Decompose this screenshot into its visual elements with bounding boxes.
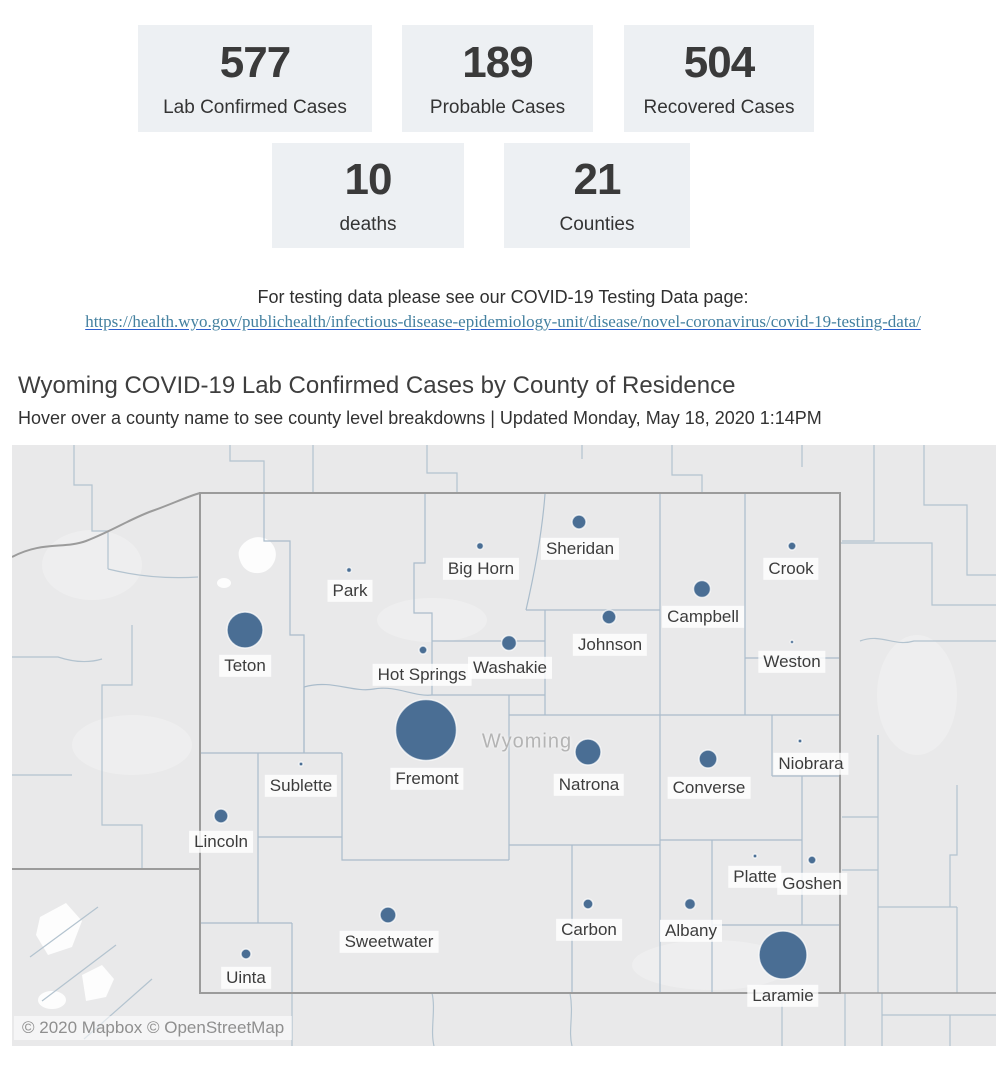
county-label-lincoln[interactable]: Lincoln [189, 830, 253, 854]
county-label-campbell[interactable]: Campbell [662, 605, 744, 629]
county-label-hot-springs[interactable]: Hot Springs [372, 663, 472, 687]
stat-card-recovered: 504 Recovered Cases [624, 25, 814, 132]
county-label-crook[interactable]: Crook [763, 557, 819, 581]
county-circle-niobrara[interactable] [797, 738, 803, 744]
stat-value: 577 [219, 37, 291, 87]
map-subtitle: Hover over a county name to see county l… [18, 408, 822, 428]
county-circle-natrona[interactable] [574, 738, 602, 766]
county-circle-sheridan[interactable] [571, 514, 587, 530]
county-label-park[interactable]: Park [327, 579, 373, 603]
county-circle-lincoln[interactable] [213, 808, 229, 824]
county-circle-platte[interactable] [752, 853, 758, 859]
case-circles [213, 514, 817, 980]
county-label-sublette[interactable]: Sublette [264, 774, 338, 798]
county-label-big-horn[interactable]: Big Horn [442, 557, 520, 581]
county-circle-weston[interactable] [789, 639, 795, 645]
county-circle-carbon[interactable] [582, 898, 594, 910]
county-label-weston[interactable]: Weston [758, 650, 826, 674]
stat-card-counties: 21 Counties [504, 143, 690, 248]
testing-note-text: For testing data please see our COVID-19… [257, 287, 749, 307]
county-circle-crook[interactable] [787, 541, 797, 551]
stat-card-deaths: 10 deaths [272, 143, 464, 248]
stat-value: 189 [462, 37, 533, 87]
stat-label: Counties [559, 213, 635, 235]
county-label-platte[interactable]: Platte [728, 865, 782, 889]
symbol-map[interactable]: Wyoming Park Big Horn Sheridan Crook Campbel… [12, 445, 996, 1046]
county-label-uinta[interactable]: Uinta [221, 966, 271, 990]
stat-value: 21 [573, 154, 622, 204]
map-attribution[interactable]: © 2020 Mapbox © OpenStreetMap [14, 1016, 293, 1040]
county-label-niobrara[interactable]: Niobrara [773, 752, 849, 776]
stat-label: Probable Cases [429, 96, 566, 118]
county-label-sheridan[interactable]: Sheridan [540, 537, 620, 561]
county-label-sweetwater[interactable]: Sweetwater [339, 930, 439, 954]
county-circle-big-horn[interactable] [475, 541, 485, 551]
county-label-laramie[interactable]: Laramie [747, 984, 819, 1008]
county-label-johnson[interactable]: Johnson [572, 633, 648, 657]
county-label-teton[interactable]: Teton [219, 654, 271, 678]
county-circle-converse[interactable] [698, 749, 718, 769]
county-label-albany[interactable]: Albany [660, 919, 722, 943]
lake-patches [36, 537, 276, 1009]
county-circle-uinta[interactable] [240, 948, 252, 960]
stat-value: 504 [683, 37, 755, 87]
map-title: Wyoming COVID-19 Lab Confirmed Cases by … [18, 372, 736, 399]
county-circle-park[interactable] [345, 566, 353, 574]
testing-data-link[interactable]: https://health.wyo.gov/publichealth/infe… [85, 312, 921, 331]
county-label-goshen[interactable]: Goshen [777, 872, 847, 896]
county-circle-hot-springs[interactable] [418, 645, 428, 655]
stat-label: deaths [339, 213, 397, 235]
county-circle-albany[interactable] [683, 897, 697, 911]
county-circle-sweetwater[interactable] [379, 906, 397, 924]
stat-card-probable: 189 Probable Cases [402, 25, 593, 132]
county-circle-johnson[interactable] [601, 609, 617, 625]
stat-label: Lab Confirmed Cases [163, 96, 347, 118]
map-svg [12, 445, 996, 1046]
testing-link-line: https://health.wyo.gov/publichealth/infe… [0, 312, 1006, 332]
county-circle-campbell[interactable] [692, 579, 712, 599]
county-circle-teton[interactable] [226, 611, 264, 649]
county-circle-laramie[interactable] [758, 930, 808, 980]
county-circle-washakie[interactable] [500, 634, 518, 652]
stat-value: 10 [344, 154, 393, 204]
county-label-fremont[interactable]: Fremont [390, 767, 464, 791]
county-circle-goshen[interactable] [807, 855, 817, 865]
county-label-washakie[interactable]: Washakie [467, 656, 553, 680]
stat-label: Recovered Cases [643, 96, 795, 118]
stat-card-lab-confirmed: 577 Lab Confirmed Cases [138, 25, 372, 132]
state-borders [12, 492, 996, 994]
county-label-carbon[interactable]: Carbon [556, 918, 622, 942]
county-circle-fremont[interactable] [394, 698, 458, 762]
county-label-natrona[interactable]: Natrona [553, 773, 625, 797]
state-label: Wyoming [481, 730, 573, 753]
county-label-converse[interactable]: Converse [667, 776, 751, 800]
county-circle-sublette[interactable] [298, 761, 304, 767]
